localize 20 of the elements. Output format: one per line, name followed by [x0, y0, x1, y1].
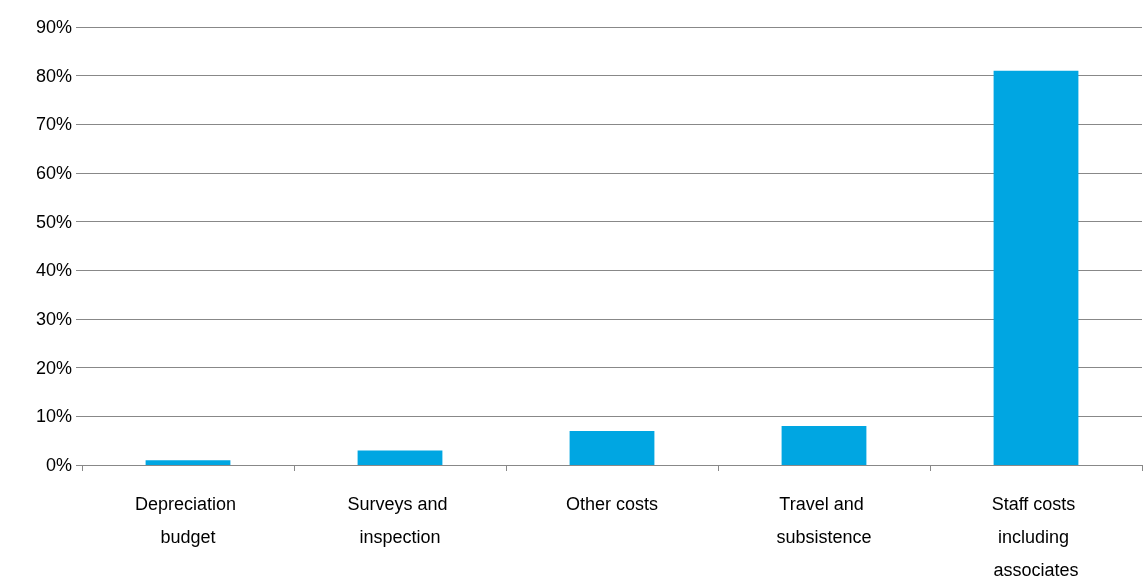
- y-tick-label: 40%: [35, 260, 72, 281]
- bar: [357, 450, 443, 465]
- bar: [569, 430, 655, 465]
- y-tick-label: 60%: [35, 163, 72, 183]
- y-tick-label: 70%: [35, 114, 72, 135]
- bar: [145, 460, 231, 465]
- y-tick-label: 0%: [45, 455, 72, 475]
- x-tick-label: Depreciation budget: [134, 493, 242, 547]
- x-tick-label: Staff costs including associates: [991, 493, 1081, 580]
- y-tick-label: 10%: [35, 406, 72, 427]
- x-tick-label: Surveys and inspection: [347, 493, 453, 547]
- x-tick-label: Other costs: [565, 493, 659, 514]
- y-tick-label: 50%: [35, 211, 72, 232]
- y-tick-label: 20%: [35, 357, 72, 378]
- x-tick-label: Travel and subsistence: [776, 493, 872, 547]
- y-tick-label: 90%: [35, 17, 72, 37]
- y-tick-label: 80%: [35, 65, 72, 86]
- y-tick-label: 30%: [35, 309, 72, 329]
- bar: [781, 426, 867, 465]
- bar: [993, 70, 1079, 465]
